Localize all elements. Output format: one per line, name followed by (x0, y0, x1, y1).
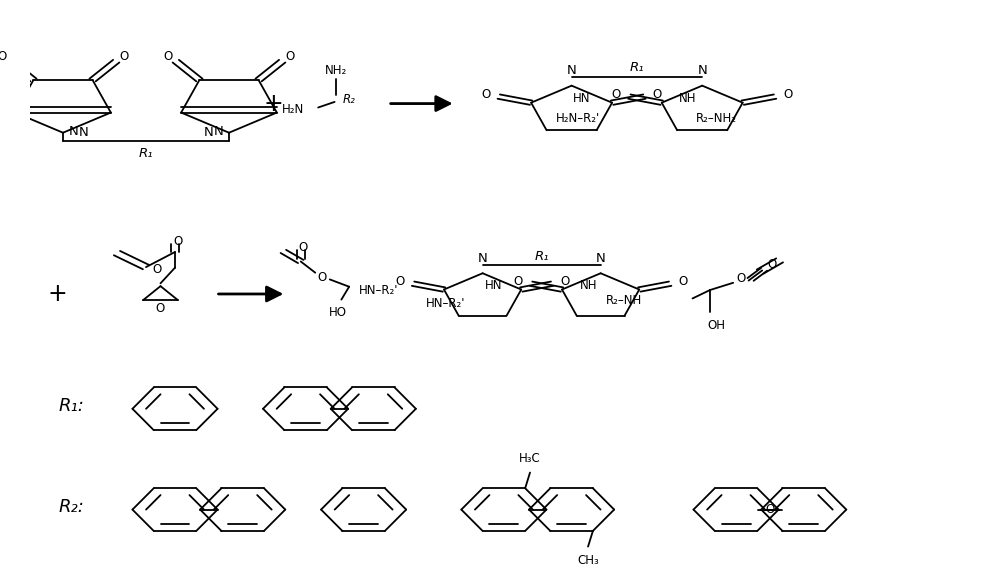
Text: O: O (286, 50, 295, 63)
Text: HN: HN (573, 92, 591, 105)
Text: O: O (678, 276, 688, 288)
Text: O: O (514, 276, 523, 288)
Text: HO: HO (329, 306, 347, 319)
Text: R₁:: R₁: (59, 397, 85, 415)
Text: O: O (612, 88, 621, 101)
Text: CH₃: CH₃ (577, 554, 599, 567)
Text: O: O (120, 50, 129, 63)
Text: NH: NH (679, 92, 697, 105)
Text: N: N (697, 64, 707, 77)
Text: O: O (767, 259, 776, 271)
Text: N: N (204, 126, 214, 139)
Text: +: + (264, 92, 284, 116)
Text: N: N (596, 252, 606, 265)
Text: OH: OH (707, 319, 725, 332)
Text: NH: NH (579, 279, 597, 292)
Text: H₂N: H₂N (281, 103, 304, 116)
Text: N: N (213, 125, 223, 137)
Text: R₁: R₁ (139, 147, 153, 160)
Text: NH₂: NH₂ (324, 63, 347, 77)
Text: HN: HN (484, 279, 502, 292)
Text: HN–R₂': HN–R₂' (426, 297, 465, 310)
Text: R₁: R₁ (534, 250, 549, 263)
Text: R₂: R₂ (342, 93, 355, 106)
Text: O: O (560, 276, 570, 288)
Text: O: O (653, 88, 662, 101)
Text: +: + (47, 282, 67, 306)
Text: N: N (567, 64, 576, 77)
Text: O: O (736, 272, 746, 285)
Text: R₁: R₁ (630, 61, 644, 74)
Text: O: O (298, 241, 307, 254)
Text: O: O (783, 88, 793, 101)
Text: R₂:: R₂: (59, 498, 85, 516)
Text: O: O (481, 88, 490, 101)
Text: O: O (317, 271, 327, 284)
Text: O: O (396, 276, 405, 288)
Text: O: O (156, 302, 165, 315)
Text: O: O (173, 236, 183, 248)
Text: H₃C: H₃C (519, 452, 541, 464)
Text: R₂–NH₂: R₂–NH₂ (696, 112, 737, 125)
Text: N: N (478, 252, 487, 265)
Text: O: O (765, 503, 775, 516)
Text: O: O (152, 263, 161, 276)
Text: H₂N–R₂': H₂N–R₂' (556, 112, 600, 125)
Text: N: N (69, 125, 79, 137)
Text: R₂–NH: R₂–NH (606, 294, 642, 307)
Text: O: O (0, 50, 6, 63)
Text: O: O (163, 50, 172, 63)
Text: HN–R₂': HN–R₂' (359, 284, 398, 297)
Text: N: N (78, 126, 88, 139)
